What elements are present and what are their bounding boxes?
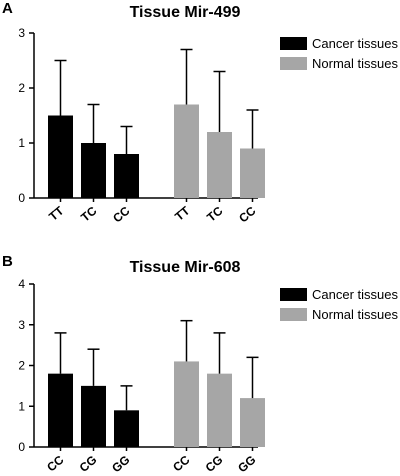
x-tick-label: GG <box>235 453 258 476</box>
x-tick-label: GG <box>109 453 132 476</box>
bar <box>48 373 73 447</box>
y-tick-label: 3 <box>18 318 25 332</box>
x-tick-label: TT <box>172 203 193 224</box>
legend-label: Normal tissues <box>312 307 398 322</box>
x-tick-label: CC <box>170 452 193 474</box>
x-tick-label: CC <box>44 452 67 474</box>
y-tick-label: 3 <box>18 26 25 40</box>
bar <box>114 154 139 198</box>
bar <box>240 398 265 447</box>
chart-title: Tissue Mir-608 <box>130 259 241 276</box>
legend-label: Cancer tissues <box>312 287 398 302</box>
x-tick-label: TC <box>78 203 100 224</box>
y-tick-label: 4 <box>18 277 25 291</box>
panel-a: A Tissue Mir-499 0 1 2 3 TT TC CC TT TC CC Cancer … <box>2 0 398 225</box>
bar <box>207 373 232 447</box>
x-tick-label: CG <box>203 453 226 475</box>
x-tick-label: CC <box>110 203 133 225</box>
x-tick-label: TT <box>46 203 67 224</box>
legend-swatch <box>280 288 307 301</box>
legend-swatch <box>280 57 307 70</box>
legend-swatch <box>280 37 307 50</box>
legend-label: Cancer tissues <box>312 36 398 51</box>
bar <box>207 132 232 198</box>
legend-swatch <box>280 308 307 321</box>
bar <box>174 104 199 198</box>
y-tick-label: 2 <box>18 359 25 373</box>
chart-plot: 0 1 2 3 4 CC CG GG CC CG GG Cancer tissues Normal ti… <box>18 277 398 475</box>
y-tick-label: 1 <box>18 136 25 150</box>
bar <box>174 361 199 447</box>
x-tick-label: CG <box>77 453 100 475</box>
x-tick-label: CC <box>236 203 259 225</box>
bar <box>240 148 265 198</box>
y-tick-label: 1 <box>18 399 25 413</box>
bar <box>81 143 106 198</box>
bar <box>48 115 73 198</box>
chart-title: Tissue Mir-499 <box>130 4 241 21</box>
y-tick-label: 0 <box>18 191 25 205</box>
bar <box>81 385 106 447</box>
panel-letter: B <box>2 253 13 270</box>
panel-letter: A <box>2 0 13 17</box>
bar <box>114 410 139 447</box>
y-tick-label: 0 <box>18 440 25 454</box>
legend-label: Normal tissues <box>312 56 398 71</box>
chart-plot: 0 1 2 3 TT TC CC TT TC CC Cancer tissues Normal tis… <box>18 26 398 225</box>
panel-b: B Tissue Mir-608 0 1 2 3 4 CC CG GG CC CG GG Cancer… <box>2 253 398 475</box>
x-tick-label: TC <box>204 203 226 224</box>
y-tick-label: 2 <box>18 81 25 95</box>
